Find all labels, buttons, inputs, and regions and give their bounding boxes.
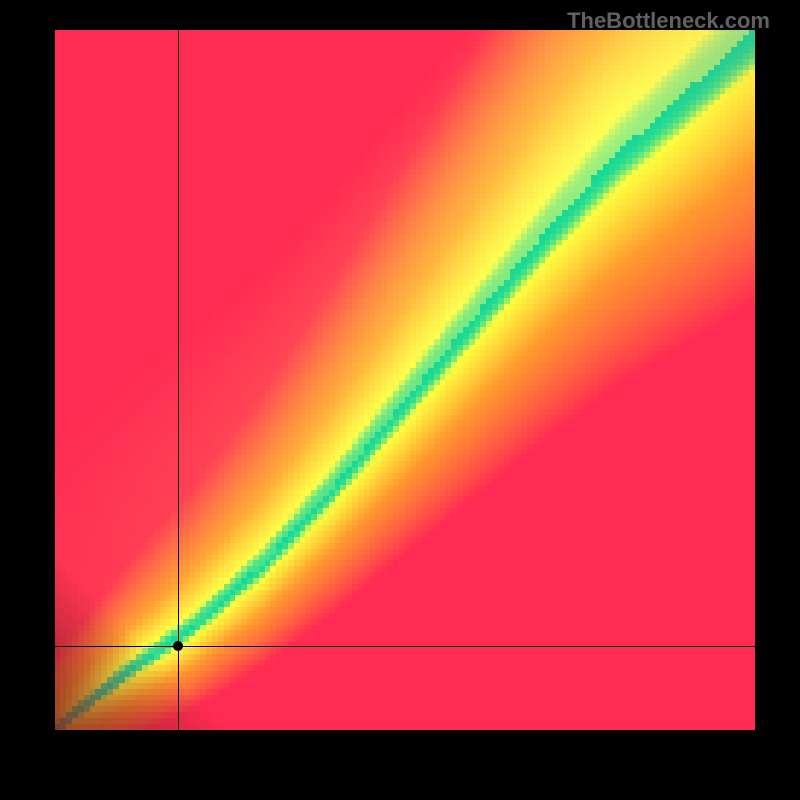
chart-container: TheBottleneck.com [0,0,800,800]
crosshair-horizontal [55,646,755,647]
heatmap-plot [55,30,755,730]
crosshair-point [173,641,183,651]
watermark-text: TheBottleneck.com [567,8,770,34]
heatmap-canvas [55,30,755,730]
crosshair-vertical [178,30,179,730]
